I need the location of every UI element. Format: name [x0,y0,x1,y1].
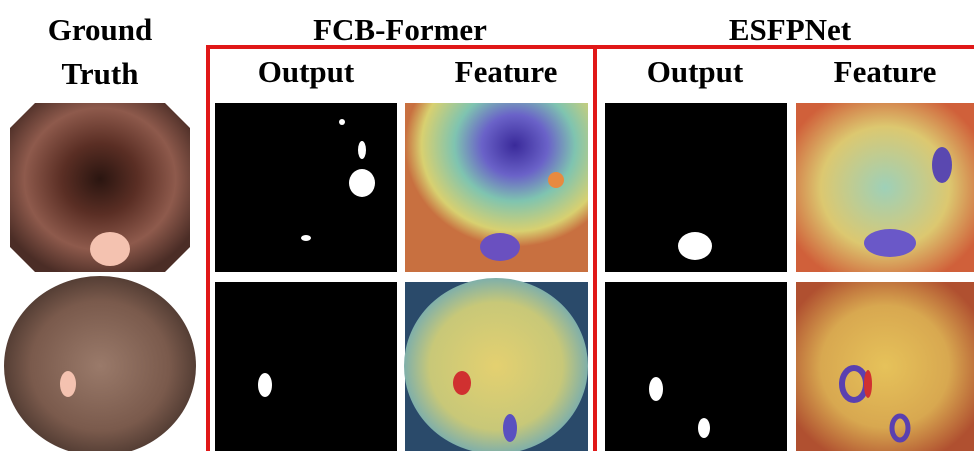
mask-blob [301,235,311,241]
group-title: FCB-Former [313,12,487,47]
mask-blob [649,377,663,401]
feature-hotspot [932,147,952,183]
mask-blob [258,373,272,397]
feature-hotspot [480,233,520,261]
header-label: Truth [62,56,139,91]
mask-blob [358,141,366,159]
mask-blob [678,232,712,260]
column-label: Feature [455,54,558,89]
feature-hotspot [503,414,517,442]
group-title: ESFPNet [729,12,852,47]
column-label: Feature [834,54,937,89]
header-label: Ground [48,12,153,47]
page: Ground Truth FCB-Former Output Feature E… [0,0,974,451]
feature-hotspot [864,229,916,257]
mask-blob [339,119,345,125]
output-mask [605,282,787,451]
column-label: Output [647,54,744,89]
figure: Ground Truth FCB-Former Output Feature E… [0,0,974,451]
gt-mask [60,371,76,397]
mask-blob [698,418,710,438]
mask-blob [349,169,375,197]
feature-map [796,282,974,451]
endoscopy-image [4,276,196,451]
output-mask [215,282,397,451]
gt-mask [90,232,130,266]
feature-hotspot [453,371,471,395]
feature-map [404,278,588,451]
feature-hotspot [548,172,564,188]
feature-hotspot [864,370,872,398]
column-label: Output [258,54,355,89]
